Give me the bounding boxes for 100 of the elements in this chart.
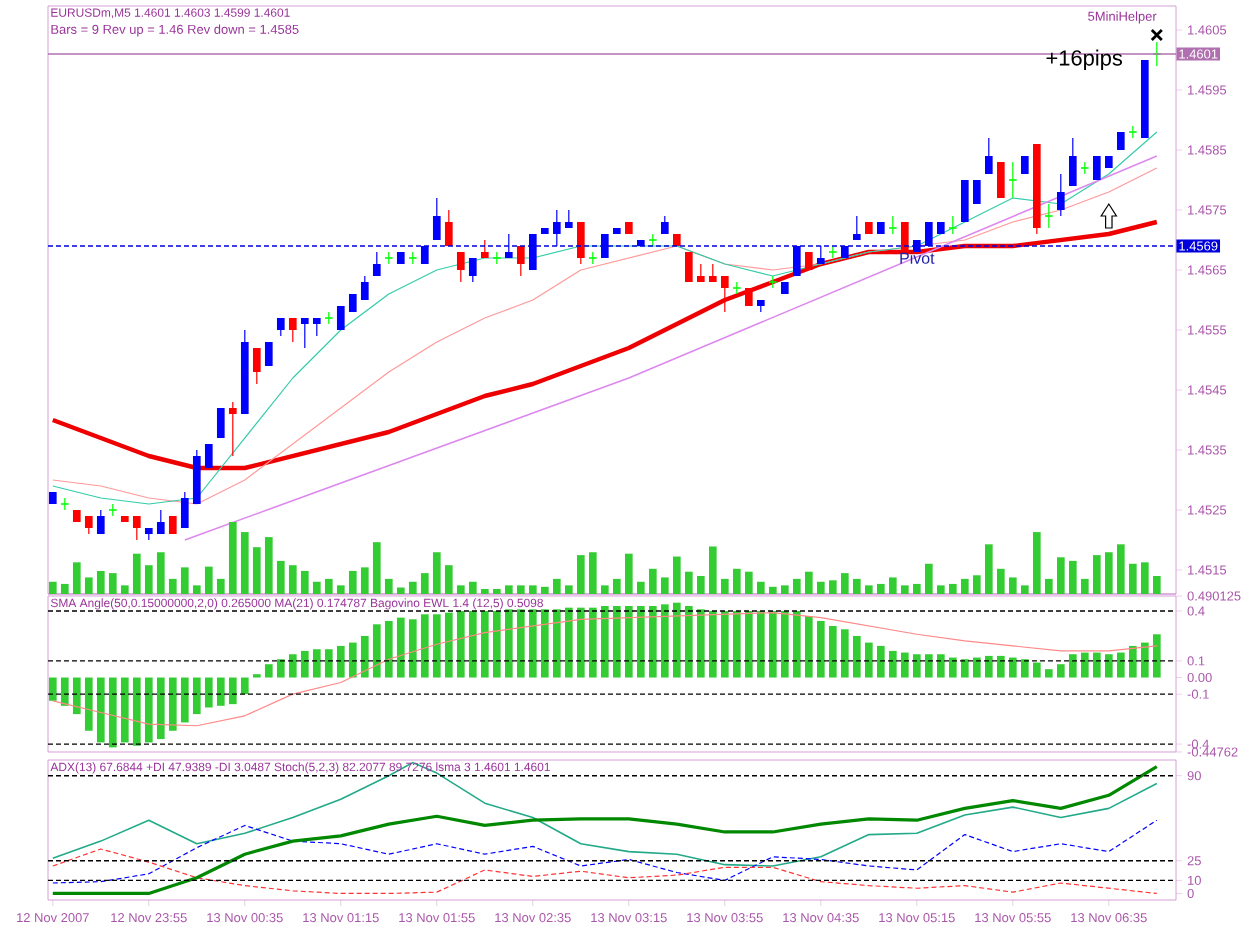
- candlestick: [552, 209, 561, 247]
- candlestick: [288, 317, 297, 343]
- bar: [360, 567, 369, 594]
- bar: [876, 645, 885, 678]
- bar: [264, 537, 273, 594]
- bar: [576, 555, 585, 594]
- bar: [444, 565, 453, 594]
- bar: [576, 607, 585, 678]
- bar: [900, 652, 909, 678]
- bar: [96, 677, 105, 743]
- bar: [720, 610, 729, 678]
- bar: [156, 677, 165, 740]
- bar: [720, 578, 729, 594]
- bar: [420, 573, 429, 594]
- bar: [84, 577, 93, 594]
- candlestick: [576, 221, 585, 265]
- candlestick: [228, 401, 237, 457]
- bar: [876, 583, 885, 594]
- bar: [456, 585, 465, 594]
- bar: [756, 610, 765, 678]
- bar: [1152, 576, 1161, 594]
- bar: [312, 581, 321, 594]
- candlestick: [1068, 137, 1077, 187]
- bar: [72, 677, 81, 715]
- bar: [624, 605, 633, 678]
- bar: [1032, 662, 1041, 678]
- candlestick: [720, 275, 729, 313]
- bar: [672, 602, 681, 678]
- bar: [600, 605, 609, 678]
- bar: [120, 677, 129, 743]
- bar: [456, 610, 465, 678]
- bar: [936, 585, 945, 594]
- bar: [120, 585, 129, 594]
- bar: [816, 620, 825, 678]
- candlestick: [252, 347, 261, 385]
- bar: [156, 552, 165, 594]
- candlestick: [1056, 173, 1065, 217]
- bar: [96, 570, 105, 594]
- bar: [564, 607, 573, 678]
- bar: [216, 578, 225, 594]
- annotation: +16pips: [1046, 49, 1123, 70]
- candlestick: [1044, 203, 1054, 229]
- bar: [420, 614, 429, 678]
- bar: [396, 617, 405, 678]
- bar: [1080, 578, 1089, 594]
- bar: [924, 654, 933, 678]
- bar: [612, 605, 621, 678]
- candlestick: [456, 251, 465, 283]
- bar: [888, 650, 897, 678]
- bar: [1044, 578, 1053, 594]
- bar: [132, 677, 141, 746]
- bar: [516, 585, 525, 594]
- bar: [684, 605, 693, 678]
- bar: [1056, 664, 1065, 678]
- bar: [840, 629, 849, 678]
- bar: [792, 610, 801, 678]
- bar: [1128, 645, 1137, 678]
- bar: [468, 610, 477, 678]
- bar: [444, 612, 453, 678]
- bar: [780, 585, 789, 594]
- bar: [480, 588, 489, 594]
- bar: [960, 659, 969, 678]
- bar: [660, 577, 669, 594]
- bar: [732, 568, 741, 594]
- bar: [756, 581, 765, 594]
- bar: [1116, 544, 1125, 594]
- bar: [492, 588, 501, 594]
- bar: [816, 581, 825, 594]
- bar: [180, 677, 189, 723]
- bar: [360, 635, 369, 678]
- bar: [948, 583, 957, 594]
- candlestick: [468, 257, 477, 283]
- bar: [1140, 642, 1149, 678]
- bar: [408, 619, 417, 678]
- bar: [900, 585, 909, 594]
- bar: [1056, 557, 1065, 594]
- candlestick: [996, 162, 1005, 198]
- bar: [180, 567, 189, 594]
- bar: [912, 583, 921, 594]
- bar: [324, 578, 333, 594]
- bar: [888, 577, 897, 594]
- bar: [108, 573, 117, 594]
- bar: [660, 604, 669, 678]
- bar: [168, 578, 177, 594]
- candlestick: [516, 245, 525, 277]
- bar: [552, 578, 561, 594]
- bar: [396, 587, 405, 594]
- bar: [336, 585, 345, 594]
- bar: [372, 542, 381, 594]
- bar: [84, 677, 93, 731]
- bar: [492, 610, 501, 678]
- bar: [516, 609, 525, 678]
- bar: [960, 578, 969, 594]
- bar: [348, 570, 357, 594]
- bar: [252, 547, 261, 594]
- bar: [972, 575, 981, 594]
- bar: [852, 635, 861, 678]
- bar: [600, 585, 609, 594]
- bar: [1128, 563, 1137, 594]
- bar: [1104, 654, 1113, 678]
